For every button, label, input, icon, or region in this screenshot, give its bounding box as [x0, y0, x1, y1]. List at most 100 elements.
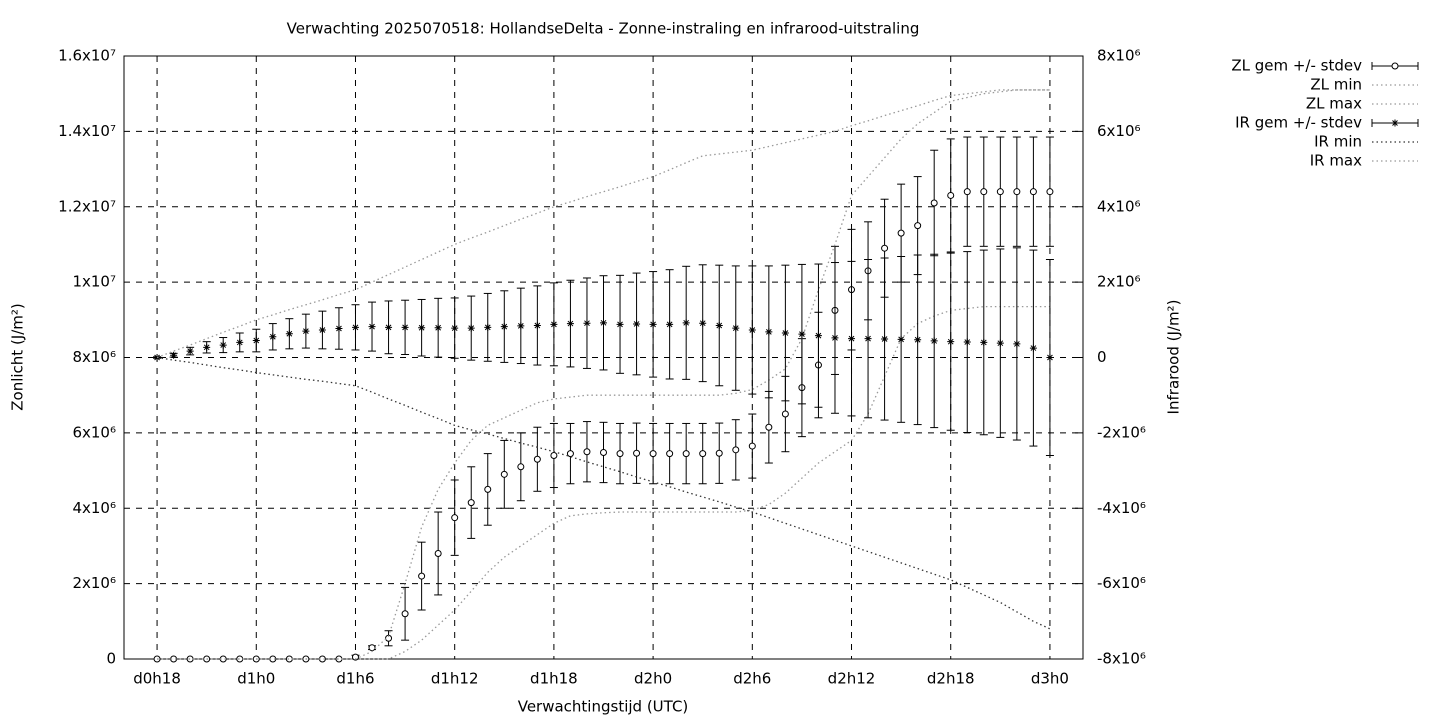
point: [649, 320, 657, 328]
point: [980, 188, 988, 196]
y2-axis-label: Infrarood (J/m²): [1165, 300, 1183, 415]
point: [814, 332, 822, 340]
x-tick-label: d1h18: [530, 670, 578, 688]
line: [157, 89, 1050, 660]
point: [781, 410, 789, 418]
point: [583, 319, 591, 327]
point: [765, 423, 773, 431]
point: [897, 335, 905, 343]
x-tick-label: d1h6: [336, 670, 374, 688]
point: [219, 341, 227, 349]
point: [335, 655, 343, 663]
point: [236, 655, 244, 663]
point: [699, 319, 707, 327]
point: [732, 446, 740, 454]
legend-label: IR gem +/- stdev: [1235, 114, 1362, 132]
point: [170, 351, 178, 359]
point: [566, 320, 574, 328]
y-tick-label: 2x10⁶: [72, 574, 116, 592]
y-tick-label: 4x10⁶: [72, 499, 116, 517]
point: [930, 337, 938, 345]
point: [252, 337, 260, 345]
point: [1046, 354, 1054, 361]
point: [633, 449, 641, 457]
point: [600, 448, 607, 456]
point: [699, 450, 707, 458]
point: [467, 499, 475, 507]
legend-label: ZL min: [1310, 76, 1362, 94]
point: [451, 514, 459, 522]
point: [566, 450, 574, 458]
point: [302, 327, 310, 335]
line: [156, 89, 1050, 359]
legend-label: ZL max: [1306, 95, 1362, 113]
y-axis-label: Zonlicht (J/m²): [9, 303, 27, 411]
point: [285, 330, 293, 338]
point: [996, 188, 1004, 196]
point: [285, 655, 293, 663]
y-tick-label: 1.2x10⁷: [58, 197, 116, 215]
y-tick-label: 6x10⁶: [72, 423, 116, 441]
point: [467, 324, 475, 332]
point: [335, 324, 343, 332]
point: [269, 333, 277, 341]
point: [500, 323, 508, 331]
point: [368, 644, 376, 652]
point: [649, 450, 657, 458]
point: [533, 321, 541, 329]
y2-tick-label: -8x10⁶: [1097, 650, 1146, 668]
y-tick-label: 1.6x10⁷: [58, 47, 116, 65]
point: [897, 229, 905, 237]
point: [550, 451, 558, 459]
point: [781, 329, 789, 337]
point: [186, 347, 194, 355]
point: [963, 188, 971, 196]
point: [186, 655, 194, 663]
point: [748, 442, 756, 450]
x-tick-label: d2h12: [828, 670, 876, 688]
point: [385, 323, 393, 331]
point: [236, 338, 244, 346]
point: [517, 463, 525, 471]
x-axis-label: Verwachtingstijd (UTC): [518, 698, 689, 716]
point: [881, 244, 889, 252]
point: [1013, 340, 1021, 348]
point: [418, 324, 426, 332]
point: [947, 191, 955, 199]
point: [434, 324, 442, 332]
point: [682, 450, 690, 458]
point: [914, 222, 922, 230]
y2-tick-label: -4x10⁶: [1097, 499, 1146, 517]
y2-tick-label: 2x10⁶: [1097, 273, 1141, 291]
point: [1046, 188, 1054, 196]
point: [682, 319, 690, 327]
point: [848, 335, 856, 343]
point: [798, 330, 806, 338]
point: [550, 320, 558, 328]
y2-tick-label: -6x10⁶: [1097, 574, 1146, 592]
point: [748, 326, 756, 334]
y2-tick-label: 8x10⁶: [1097, 47, 1141, 65]
point: [1029, 188, 1037, 196]
point: [732, 324, 740, 332]
point: [318, 326, 326, 334]
y2-tick-label: -2x10⁶: [1097, 423, 1146, 441]
point: [203, 343, 211, 351]
point: [500, 470, 508, 478]
point: [401, 323, 409, 331]
y2-tick-label: 6x10⁶: [1097, 122, 1141, 140]
point: [1013, 188, 1021, 196]
point: [351, 653, 359, 661]
y-tick-label: 8x10⁶: [72, 348, 116, 366]
point: [666, 450, 674, 458]
point: [881, 335, 889, 343]
point: [600, 319, 607, 327]
point: [930, 199, 938, 207]
point: [583, 448, 591, 456]
legend-label: ZL gem +/- stdev: [1231, 57, 1362, 75]
point: [831, 334, 839, 342]
legend-marker: [1391, 119, 1399, 127]
x-tick-label: d0h18: [133, 670, 181, 688]
point: [533, 455, 541, 463]
